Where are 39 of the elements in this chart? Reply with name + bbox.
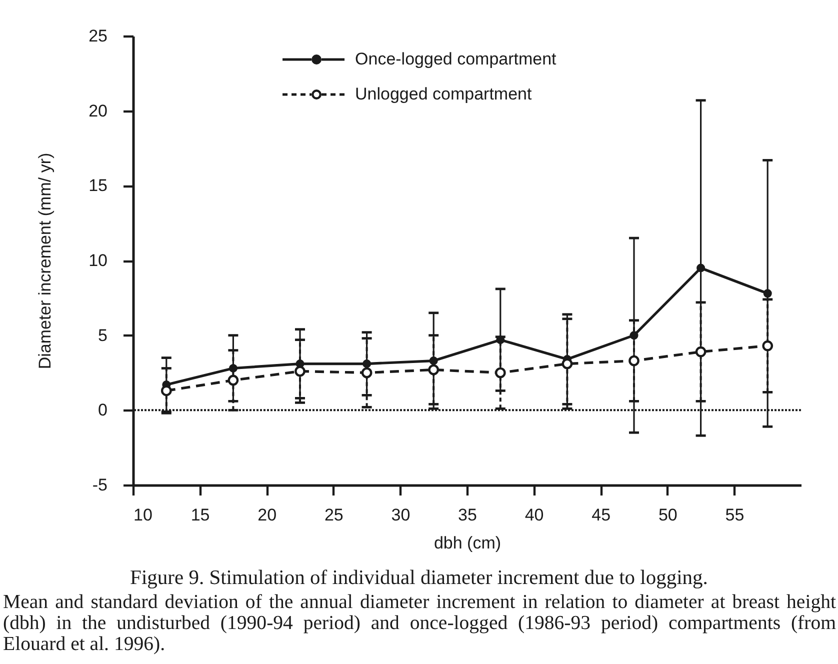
x-tick-label: 25	[324, 506, 344, 524]
x-tick-label: 45	[592, 506, 611, 524]
x-tick-label: 15	[190, 506, 210, 524]
point	[496, 336, 505, 344]
point	[428, 364, 440, 376]
x-tick-label: 20	[258, 506, 277, 524]
y-tick-label: 25	[88, 26, 108, 46]
point	[429, 356, 438, 366]
point	[494, 367, 506, 378]
x-axis-title: dbh (cm)	[434, 534, 502, 552]
point	[695, 346, 706, 358]
point	[763, 289, 772, 298]
x-tick-label: 55	[725, 506, 744, 524]
legend-label: Unlogged compartment	[355, 84, 532, 104]
point	[160, 385, 172, 396]
point	[762, 340, 774, 352]
legend-label: Once-logged compartment	[355, 50, 557, 68]
x-tick-label: 50	[658, 506, 678, 524]
y-tick-label: 15	[88, 176, 108, 196]
x-tick-label: 40	[524, 506, 544, 524]
point	[228, 364, 238, 373]
y-tick-label: -5	[92, 476, 108, 494]
point	[630, 331, 638, 340]
point	[628, 355, 640, 366]
point	[294, 366, 306, 377]
x-tick-label: 10	[134, 506, 152, 524]
y-axis-title: Diameter increment (mm/ yr)	[36, 152, 55, 370]
y-tick-label: 20	[88, 101, 108, 120]
y-tick-label: 10	[88, 251, 108, 270]
point	[696, 264, 706, 272]
x-tick-label: 35	[458, 506, 477, 524]
point	[228, 374, 239, 386]
y-tick-label: 5	[98, 326, 108, 345]
point	[361, 367, 372, 378]
text: Mean and standard deviation of the annual diameter increment in relation to diameter at breast height (dbh) in the undisturbed (1990-94 period) and once-logged (1986-93 period) compartments (from Elouard et al. 1996).	[3, 591, 836, 655]
x-tick-label: 30	[391, 506, 410, 524]
text: Figure 9. Stimulation of individual diameter increment due to logging.	[129, 566, 709, 591]
y-tick-label: 0	[98, 400, 108, 420]
point	[362, 360, 372, 368]
